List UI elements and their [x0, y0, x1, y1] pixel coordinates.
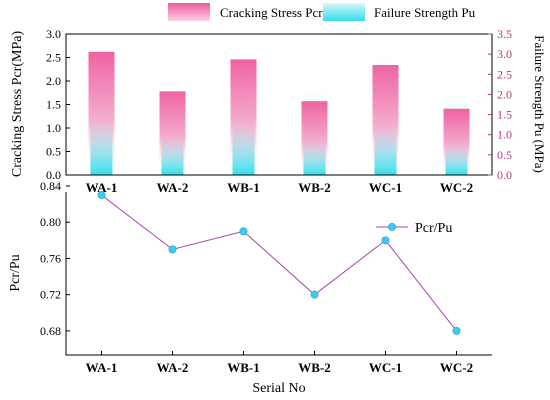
- legend-swatch-pcr: [168, 3, 210, 21]
- bottom-chart-left-ticks: 0.68 0.72 0.76 0.80 0.84: [40, 179, 70, 338]
- top-chart-legend: Cracking Stress Pcr Failure Strength Pu: [168, 3, 476, 21]
- pcr-pu-line: [101, 194, 457, 332]
- legend-label-pcr: Cracking Stress Pcr: [220, 5, 323, 20]
- top-chart-left-axis-title: Cracking Stress Pcr(MPa): [10, 31, 25, 178]
- bottom-chart-x-axis-title: Serial No: [252, 381, 305, 396]
- right-tick-label: 3.5: [497, 27, 512, 41]
- top-chart-left-ticks: 0.0 0.5 1.0 1.5 2.0 2.5 3.0: [46, 27, 70, 182]
- bottom-chart-y-axis-title: Pcr/Pu: [8, 254, 23, 291]
- left-tick-label: 3.0: [46, 27, 61, 41]
- bottom-x-tick-label: WA-1: [86, 360, 118, 375]
- legend-label-pu: Failure Strength Pu: [374, 5, 476, 20]
- bottom-chart-series-line: [101, 194, 457, 332]
- pcr-pu-point-wb-2: [310, 290, 319, 299]
- left-tick-label: 1.0: [46, 121, 61, 135]
- pcr-pu-point-wa-1: [97, 191, 106, 200]
- top-category-label: WA-1: [86, 180, 118, 195]
- pcr-pu-point-wa-2: [168, 245, 177, 254]
- bottom-chart-axes: [65, 192, 492, 356]
- left-tick-label: 1.5: [46, 98, 61, 112]
- top-chart-bars-pu: [90, 46, 468, 176]
- bottom-x-tick-label: WC-2: [440, 360, 473, 375]
- right-tick-label: 3.0: [497, 47, 512, 61]
- bottom-x-tick-label: WB-2: [298, 360, 331, 375]
- legend-swatch-pu: [323, 3, 365, 21]
- pcr-pu-point-wc-1: [381, 236, 390, 245]
- bottom-x-tick-label: WA-2: [157, 360, 189, 375]
- top-category-label: WC-2: [440, 180, 473, 195]
- bar-pcr-wc-1: [372, 65, 399, 175]
- top-category-label: WA-2: [157, 180, 189, 195]
- bottom-legend-marker: [387, 222, 396, 231]
- right-tick-label: 0.0: [497, 168, 512, 182]
- top-category-label: WB-2: [298, 180, 331, 195]
- top-chart-category-labels: WA-1 WA-2 WB-1 WB-2 WC-1 WC-2: [86, 180, 474, 195]
- bottom-y-tick-label: 0.84: [40, 179, 61, 193]
- left-tick-label: 2.5: [46, 51, 61, 65]
- bar-pcr-wc-2: [443, 108, 470, 175]
- top-category-label: WB-1: [227, 180, 260, 195]
- top-chart-frame: [65, 33, 493, 176]
- bar-pcr-wa-2: [159, 91, 186, 175]
- bar-pcr-wb-1: [230, 59, 257, 175]
- top-chart-right-ticks: 0.0 0.5 1.0 1.5 2.0 2.5 3.0 3.5: [488, 27, 512, 182]
- bottom-x-tick-label: WB-1: [227, 360, 260, 375]
- top-chart-right-axis-title: Failure Strength Pu (MPa): [532, 35, 547, 173]
- pcr-pu-point-wc-2: [452, 326, 461, 335]
- bottom-x-tick-label: WC-1: [369, 360, 402, 375]
- right-tick-label: 0.5: [497, 148, 512, 162]
- bottom-y-tick-label: 0.76: [40, 251, 61, 265]
- pcr-pu-point-wb-1: [239, 227, 248, 236]
- bottom-y-tick-label: 0.80: [40, 215, 61, 229]
- top-chart-bars-pcr: [88, 51, 470, 175]
- left-tick-label: 2.0: [46, 74, 61, 88]
- right-tick-label: 1.0: [497, 128, 512, 142]
- left-tick-label: 0.0: [46, 168, 61, 182]
- bottom-legend-label: Pcr/Pu: [415, 221, 452, 236]
- bottom-chart-points: [97, 191, 461, 335]
- right-tick-label: 2.5: [497, 67, 512, 81]
- bottom-y-tick-label: 0.72: [40, 288, 61, 302]
- right-tick-label: 1.5: [497, 108, 512, 122]
- top-category-label: WC-1: [369, 180, 402, 195]
- left-tick-label: 0.5: [46, 145, 61, 159]
- bar-pcr-wa-1: [88, 51, 115, 175]
- bottom-chart-x-ticks: WA-1 WA-2 WB-1 WB-2 WC-1 WC-2: [86, 351, 473, 375]
- bottom-y-tick-label: 0.68: [40, 324, 61, 338]
- bottom-chart-legend: Pcr/Pu: [376, 221, 452, 236]
- bar-pcr-wb-2: [301, 101, 328, 175]
- right-tick-label: 2.0: [497, 87, 512, 101]
